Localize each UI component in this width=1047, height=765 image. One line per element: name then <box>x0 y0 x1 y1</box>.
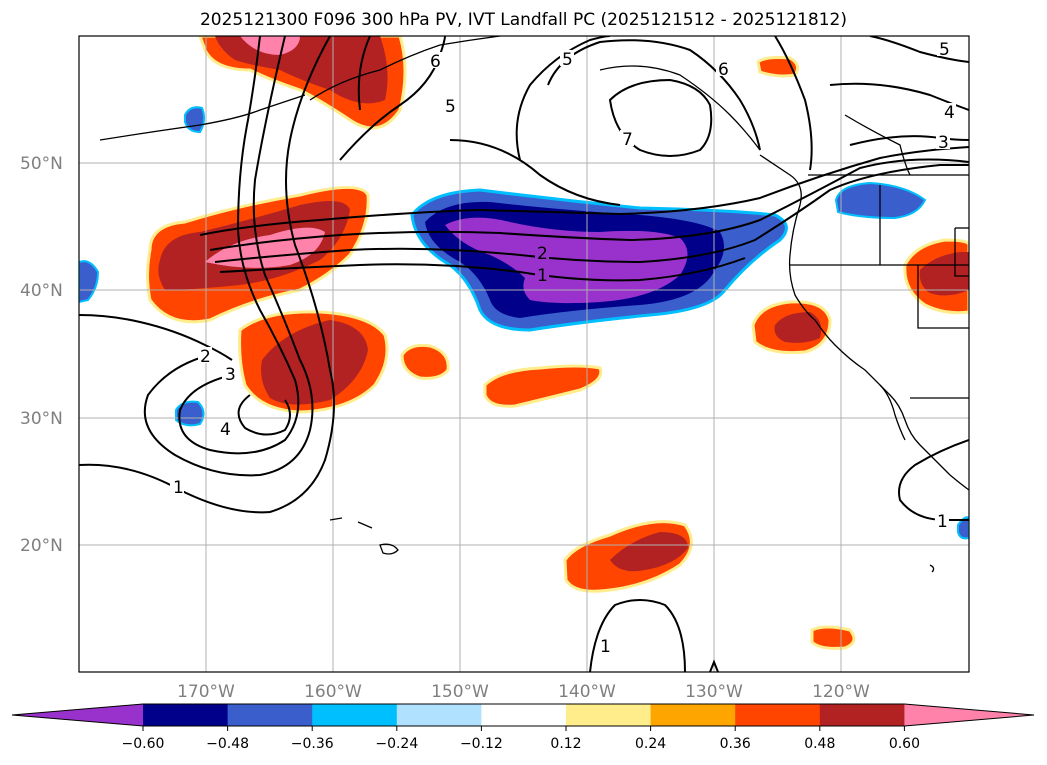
colorbar-segment <box>227 704 313 726</box>
colorbar-segment <box>481 704 567 726</box>
negative-anomaly-region <box>79 260 100 304</box>
colorbar-segment <box>143 704 229 726</box>
contour-label: 1 <box>937 512 948 532</box>
positive-anomaly-region <box>400 343 450 380</box>
contour-label: 1 <box>537 266 548 286</box>
positive-anomaly-region <box>756 56 800 78</box>
positive-anomaly-core <box>610 532 688 572</box>
contour-label: 3 <box>938 133 949 153</box>
lat-tick-label: 50°N <box>20 154 63 174</box>
colorbar-tick-label: 0.60 <box>889 736 920 752</box>
lat-tick-label: 20°N <box>20 536 63 556</box>
colorbar: −0.60 −0.48 −0.36 −0.24 −0.12 0.12 0.24 0.36 0.4… <box>11 703 1035 752</box>
contour-label: 4 <box>944 103 955 123</box>
positive-anomaly-region <box>483 364 603 408</box>
positive-anomaly-core <box>774 312 822 343</box>
colorbar-segment <box>819 704 905 726</box>
positive-anomaly-peak <box>240 36 300 55</box>
contour-label: 5 <box>445 97 456 117</box>
colorbar-segment <box>735 704 821 726</box>
negative-anomaly-region <box>184 106 206 134</box>
colorbar-segment <box>650 704 736 726</box>
positive-anomaly-core <box>919 252 969 296</box>
contour-label: 3 <box>225 365 236 385</box>
contour-label: 5 <box>939 40 950 60</box>
contour-label: 4 <box>220 420 231 440</box>
coastlines <box>99 36 969 573</box>
contour-label: 2 <box>537 244 548 264</box>
colorbar-tick-label: 0.48 <box>804 736 835 752</box>
contour-label: 2 <box>200 347 211 367</box>
lon-tick-label: 150°W <box>431 682 489 702</box>
lon-tick-label: 140°W <box>558 682 616 702</box>
contour-labels: 1 2 3 4 5 6 7 2 1 6 5 5 4 3 1 1 <box>170 40 956 657</box>
colorbar-tick-label: −0.24 <box>375 736 418 752</box>
colorbar-segment <box>312 704 398 726</box>
positive-anomaly-region <box>810 625 856 650</box>
colorbar-tick-label: 0.36 <box>720 736 751 752</box>
contour-label: 5 <box>562 50 573 70</box>
colorbar-tick-label: 0.12 <box>550 736 581 752</box>
colorbar-extension-low <box>12 704 143 726</box>
lat-tick-label: 30°N <box>20 409 63 429</box>
lon-tick-label: 170°W <box>177 682 235 702</box>
pv-contours <box>79 36 969 672</box>
positive-anomaly-peak <box>205 227 325 268</box>
lon-tick-label: 160°W <box>304 682 362 702</box>
lon-tick-label: 120°W <box>812 682 870 702</box>
colorbar-tick-label: −0.12 <box>460 736 503 752</box>
colorbar-segment <box>396 704 482 726</box>
contour-label: 1 <box>600 637 611 657</box>
contour-label: 6 <box>718 60 729 80</box>
pv-shading <box>79 36 969 650</box>
colorbar-tick-label: 0.24 <box>635 736 666 752</box>
map-title: 2025121300 F096 300 hPa PV, IVT Landfall… <box>199 10 847 30</box>
map-frame <box>78 35 970 673</box>
colorbar-tick-label: −0.48 <box>206 736 249 752</box>
lon-tick-label: 130°W <box>685 682 743 702</box>
contour-label: 1 <box>173 478 184 498</box>
contour-label: 6 <box>430 52 441 72</box>
colorbar-tick-label: −0.60 <box>122 736 165 752</box>
negative-anomaly-region <box>175 400 205 427</box>
colorbar-segment <box>566 704 652 726</box>
contour-label: 7 <box>622 130 633 150</box>
lat-tick-label: 40°N <box>20 281 63 301</box>
colorbar-tick-label: −0.36 <box>291 736 334 752</box>
gridlines <box>79 36 969 672</box>
colorbar-extension-high <box>904 704 1034 726</box>
